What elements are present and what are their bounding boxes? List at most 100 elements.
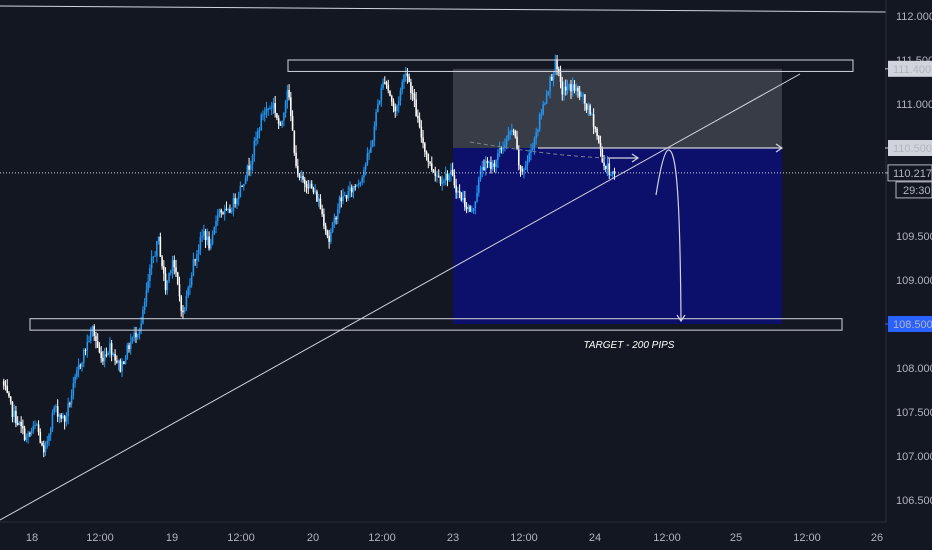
- x-tick-label: 18: [26, 532, 38, 544]
- x-tick-label: 19: [166, 532, 178, 544]
- candle: [429, 161, 431, 164]
- projected-drop-arrowhead: [676, 314, 686, 323]
- candle: [9, 396, 12, 402]
- y-tick-label: 112.000: [896, 11, 932, 23]
- candle: [84, 349, 87, 351]
- candle: [465, 206, 468, 210]
- candle: [185, 295, 188, 308]
- candle: [56, 406, 59, 417]
- candle: [77, 365, 80, 371]
- candle: [213, 226, 216, 235]
- candle: [373, 126, 376, 141]
- candle: [437, 175, 440, 177]
- candle: [486, 160, 489, 164]
- candle: [269, 107, 271, 109]
- candle: [523, 169, 525, 172]
- candle: [511, 130, 513, 132]
- candle: [516, 136, 518, 149]
- candle: [232, 198, 235, 212]
- candle: [493, 163, 496, 167]
- candle: [297, 165, 299, 175]
- candle: [4, 385, 7, 387]
- candle: [44, 443, 47, 453]
- candle: [37, 424, 40, 432]
- candle: [138, 329, 141, 335]
- candle: [143, 301, 146, 310]
- candle: [32, 426, 35, 432]
- candle: [291, 115, 294, 131]
- candle: [507, 134, 510, 139]
- candle: [392, 101, 395, 107]
- countdown-box: [895, 181, 932, 199]
- candle: [577, 87, 579, 92]
- candle: [328, 235, 330, 242]
- candle: [283, 113, 285, 121]
- candle: [250, 164, 252, 170]
- candle: [481, 167, 484, 171]
- candle: [457, 190, 459, 193]
- candle: [142, 309, 144, 324]
- candle: [128, 345, 130, 350]
- candle: [484, 160, 487, 171]
- candle: [420, 126, 423, 138]
- candle: [79, 365, 82, 367]
- candle: [136, 334, 139, 338]
- candle: [352, 186, 355, 193]
- candle: [262, 114, 264, 116]
- candle: [444, 173, 447, 181]
- candle: [41, 442, 43, 446]
- candle: [404, 73, 407, 75]
- candle: [575, 87, 577, 91]
- candle: [302, 175, 304, 180]
- candle: [472, 208, 475, 212]
- candle: [537, 129, 539, 133]
- candle: [422, 137, 424, 144]
- candle: [27, 433, 29, 437]
- candle: [157, 236, 160, 242]
- candle: [324, 225, 327, 231]
- candle: [497, 153, 499, 161]
- candle: [326, 230, 329, 236]
- price-label-box: [888, 60, 932, 77]
- candle: [86, 341, 89, 351]
- candle: [453, 175, 456, 186]
- candle: [604, 165, 607, 169]
- candle: [451, 169, 454, 176]
- candle: [450, 169, 452, 175]
- candle: [70, 395, 73, 404]
- candle: [357, 182, 360, 186]
- candle: [279, 123, 282, 126]
- candle: [356, 185, 358, 187]
- candle: [349, 187, 351, 191]
- candle: [255, 138, 257, 141]
- candle: [164, 273, 167, 291]
- candle: [208, 236, 210, 249]
- candle: [403, 74, 405, 83]
- entry-line-arrowhead: [775, 143, 784, 153]
- candle: [116, 360, 118, 363]
- candle: [498, 148, 501, 154]
- candle: [225, 208, 228, 210]
- candle: [592, 114, 595, 127]
- candle: [93, 326, 96, 337]
- candle: [448, 174, 450, 181]
- candle: [11, 401, 14, 417]
- candle: [251, 155, 254, 165]
- candle: [455, 185, 457, 193]
- candle: [399, 90, 402, 101]
- candle: [34, 425, 36, 427]
- candle: [396, 105, 398, 112]
- candle: [488, 162, 490, 164]
- resistance-zone: [287, 59, 854, 72]
- candle: [124, 358, 127, 365]
- candle: [554, 59, 557, 74]
- candle: [89, 329, 92, 341]
- candle: [267, 108, 270, 110]
- candle: [258, 129, 261, 131]
- candle: [551, 76, 553, 81]
- y-tick-label: 106.500: [896, 495, 932, 507]
- candle: [531, 147, 534, 150]
- candle: [117, 360, 120, 363]
- x-tick-label: 12:00: [510, 532, 538, 544]
